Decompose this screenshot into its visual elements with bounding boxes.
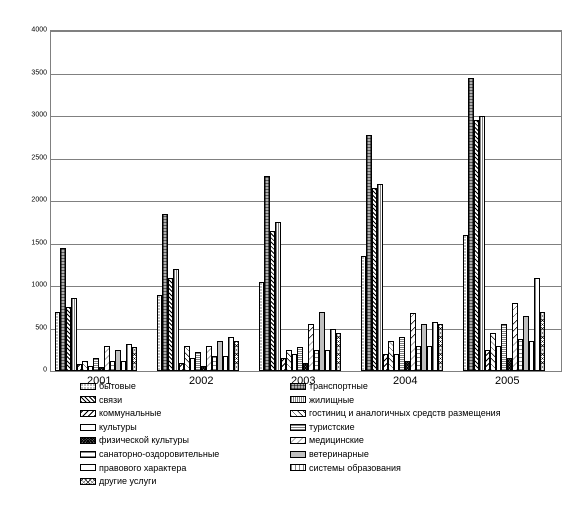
legend-label: системы образования: [309, 462, 401, 475]
bar-drugie: [234, 341, 240, 371]
y-tick-label: 1000: [17, 282, 47, 289]
legend-swatch: [80, 464, 96, 471]
legend-swatch: [290, 396, 306, 403]
legend-label: связи: [99, 394, 122, 407]
legend-swatch: [80, 451, 96, 458]
bar-zhil: [479, 116, 485, 371]
legend-item-med: медицинские: [290, 434, 550, 447]
legend-item-fiz: физической культуры: [80, 434, 290, 447]
bar-drugie: [438, 324, 444, 371]
legend-label: физической культуры: [99, 434, 189, 447]
legend-item-obraz: системы образования: [290, 462, 550, 475]
legend-swatch: [80, 383, 96, 390]
legend-label: ветеринарные: [309, 448, 369, 461]
legend-label: жилищные: [309, 394, 354, 407]
legend-item-tur: туристские: [290, 421, 550, 434]
y-tick-label: 1500: [17, 239, 47, 246]
legend-swatch: [80, 437, 96, 444]
legend-label: туристские: [309, 421, 355, 434]
legend-swatch: [290, 410, 306, 417]
bar-drugie: [132, 347, 138, 371]
bar-zhil: [275, 222, 281, 371]
y-tick-label: 2500: [17, 154, 47, 161]
y-tick-label: 0: [17, 367, 47, 374]
legend-swatch: [290, 437, 306, 444]
legend-swatch: [80, 424, 96, 431]
bar-drugie: [336, 333, 342, 371]
legend-item-zhil: жилищные: [290, 394, 550, 407]
legend-swatch: [290, 383, 306, 390]
legend: бытовыесвязикоммунальныекультурыфизическ…: [80, 380, 560, 489]
plot-area: [50, 30, 562, 372]
y-tick-label: 4000: [17, 27, 47, 34]
legend-item-kult: культуры: [80, 421, 290, 434]
legend-swatch: [80, 396, 96, 403]
y-tick-label: 3000: [17, 112, 47, 119]
legend-swatch: [290, 424, 306, 431]
y-tick-label: 3500: [17, 69, 47, 76]
legend-item-prav: правового характера: [80, 462, 290, 475]
legend-label: культуры: [99, 421, 137, 434]
chart-container: 05001000150020002500300035004000 2001200…: [20, 20, 565, 509]
legend-item-sanat: санаторно-оздоровительные: [80, 448, 290, 461]
legend-item-transport: транспортные: [290, 380, 550, 393]
bar-zhil: [173, 269, 179, 371]
bar-drugie: [540, 312, 546, 372]
y-tick-label: 500: [17, 324, 47, 331]
legend-label: другие услуги: [99, 475, 156, 488]
legend-item-vet: ветеринарные: [290, 448, 550, 461]
legend-item-drugie: другие услуги: [80, 475, 290, 488]
legend-label: коммунальные: [99, 407, 161, 420]
legend-swatch: [80, 478, 96, 485]
legend-item-kommun: коммунальные: [80, 407, 290, 420]
bar-zhil: [377, 184, 383, 371]
legend-item-bytovye: бытовые: [80, 380, 290, 393]
bars-area: [51, 31, 561, 371]
legend-label: гостиниц и аналогичных средств размещени…: [309, 407, 501, 420]
legend-label: бытовые: [99, 380, 136, 393]
bar-zhil: [71, 298, 77, 371]
y-tick-label: 2000: [17, 197, 47, 204]
legend-label: правового характера: [99, 462, 186, 475]
legend-swatch: [290, 464, 306, 471]
legend-label: транспортные: [309, 380, 368, 393]
legend-label: санаторно-оздоровительные: [99, 448, 219, 461]
legend-swatch: [290, 451, 306, 458]
legend-swatch: [80, 410, 96, 417]
legend-item-svyazi: связи: [80, 394, 290, 407]
legend-label: медицинские: [309, 434, 364, 447]
legend-item-gost: гостиниц и аналогичных средств размещени…: [290, 407, 550, 420]
